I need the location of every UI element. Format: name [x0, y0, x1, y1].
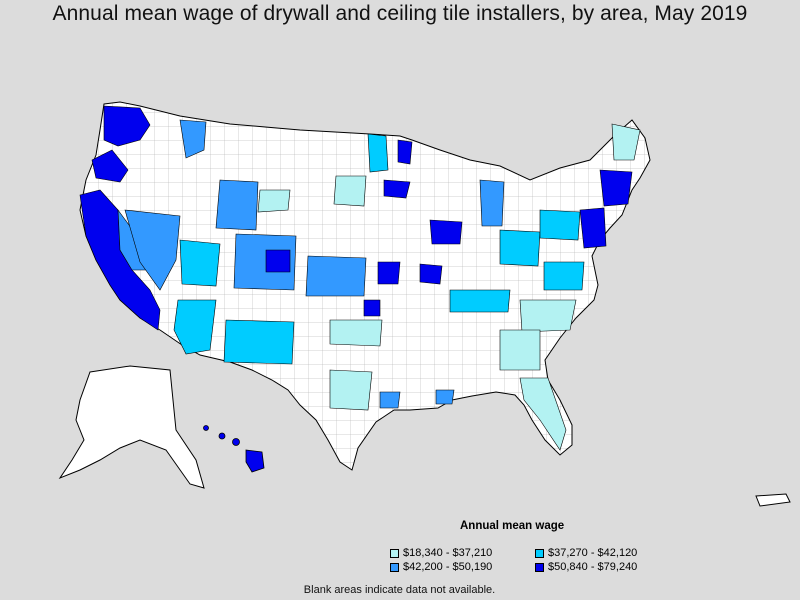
region-florida[interactable] — [519, 377, 567, 451]
region-pennsylvania[interactable] — [539, 209, 581, 241]
region-georgia[interactable] — [499, 329, 541, 371]
hawaii-islands — [203, 425, 265, 473]
region-minnesota[interactable] — [367, 133, 389, 173]
region-wichita[interactable] — [363, 299, 381, 317]
legend-swatch-3 — [390, 562, 399, 572]
region-arizona[interactable] — [173, 299, 217, 355]
legend-label-3: $42,200 - $50,190 — [403, 561, 493, 573]
region-ohio[interactable] — [499, 229, 541, 267]
legend-swatch-1 — [390, 548, 399, 558]
region-nevada[interactable] — [124, 209, 181, 291]
region-new-orleans[interactable] — [435, 389, 455, 405]
legend-swatch-4 — [535, 562, 544, 572]
region-washington-west[interactable] — [103, 105, 151, 147]
region-nd[interactable] — [333, 175, 367, 207]
region-houston[interactable] — [379, 391, 401, 409]
region-carolinas[interactable] — [519, 299, 577, 333]
region-oregon-coast[interactable] — [91, 149, 129, 183]
legend-item-3: $42,200 - $50,190 — [390, 561, 492, 573]
region-tennessee[interactable] — [449, 289, 511, 313]
map-regions — [79, 105, 641, 451]
region-chicago[interactable] — [429, 219, 463, 245]
region-virginia[interactable] — [543, 261, 585, 291]
map-title: Annual mean wage of drywall and ceiling … — [52, 2, 748, 25]
region-texas-central[interactable] — [329, 369, 373, 411]
region-utah[interactable] — [179, 239, 221, 287]
puerto-rico-outline — [755, 493, 791, 507]
region-wyoming[interactable] — [215, 179, 259, 231]
region-denver[interactable] — [265, 249, 291, 273]
region-kansas-city[interactable] — [377, 261, 401, 285]
region-nyc[interactable] — [579, 207, 607, 249]
alaska-outline — [58, 365, 205, 489]
region-maine[interactable] — [611, 123, 641, 161]
region-oklahoma[interactable] — [329, 319, 383, 347]
region-colorado[interactable] — [233, 233, 297, 291]
region-lake-superior[interactable] — [397, 139, 413, 165]
region-michigan[interactable] — [479, 179, 505, 227]
region-kansas[interactable] — [305, 255, 367, 297]
legend-item-4: $50,840 - $79,240 — [535, 561, 637, 573]
region-new-mexico[interactable] — [223, 319, 295, 365]
footnote-text: Blank areas indicate data not available. — [303, 584, 496, 596]
legend-label-1: $18,340 - $37,210 — [403, 547, 493, 559]
legend-label-2: $37,270 - $42,120 — [548, 547, 638, 559]
footnote: Blank areas indicate data not available. — [0, 584, 800, 596]
region-montana-east[interactable] — [257, 189, 291, 213]
legend-item-1: $18,340 - $37,210 — [390, 547, 492, 559]
legend-item-2: $37,270 - $42,120 — [535, 547, 637, 559]
region-idaho-mt[interactable] — [179, 119, 207, 159]
region-st-louis[interactable] — [419, 263, 443, 285]
legend-label-4: $50,840 - $79,240 — [548, 561, 638, 573]
legend-swatch-2 — [535, 548, 544, 558]
region-minneapolis[interactable] — [383, 179, 411, 199]
region-new-england[interactable] — [599, 169, 633, 207]
legend-title: Annual mean wage — [460, 520, 565, 532]
